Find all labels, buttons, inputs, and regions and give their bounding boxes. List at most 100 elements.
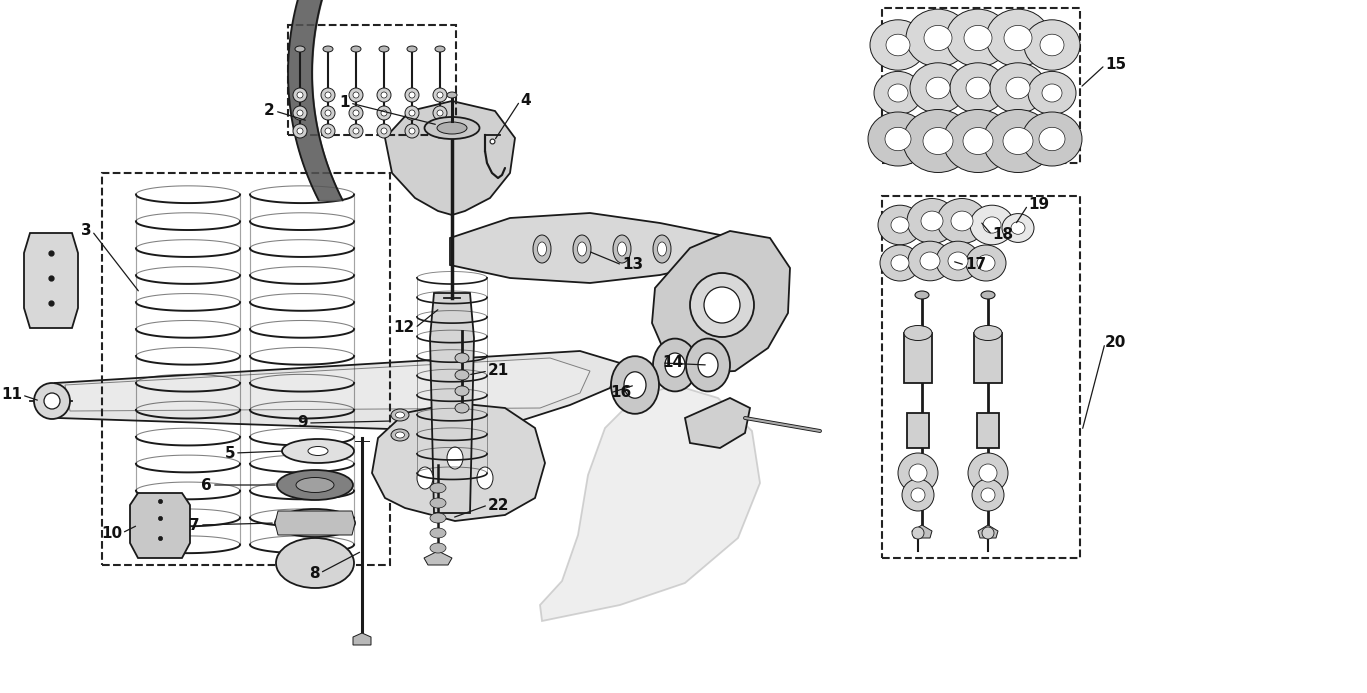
Ellipse shape	[533, 235, 551, 263]
Polygon shape	[424, 551, 452, 565]
Ellipse shape	[1028, 71, 1076, 114]
Text: 18: 18	[992, 227, 1013, 243]
Circle shape	[381, 92, 387, 98]
Ellipse shape	[477, 467, 493, 489]
Text: 9: 9	[298, 416, 308, 430]
Ellipse shape	[889, 84, 908, 102]
Ellipse shape	[982, 291, 995, 299]
Ellipse shape	[891, 255, 909, 271]
Circle shape	[381, 128, 387, 134]
Circle shape	[433, 88, 447, 102]
Ellipse shape	[395, 432, 405, 438]
Ellipse shape	[431, 543, 446, 553]
Circle shape	[982, 488, 995, 502]
Text: 20: 20	[1105, 335, 1126, 351]
Ellipse shape	[936, 241, 980, 281]
Bar	[288, 25, 457, 135]
Ellipse shape	[44, 393, 60, 409]
Ellipse shape	[906, 9, 971, 67]
Ellipse shape	[323, 46, 334, 52]
Polygon shape	[912, 525, 932, 538]
Circle shape	[405, 124, 420, 138]
Ellipse shape	[910, 63, 966, 113]
Circle shape	[968, 453, 1007, 493]
Ellipse shape	[925, 77, 950, 99]
Ellipse shape	[880, 245, 920, 281]
Ellipse shape	[435, 46, 446, 52]
Bar	[882, 8, 1080, 163]
Ellipse shape	[1002, 213, 1033, 243]
Ellipse shape	[975, 326, 1002, 340]
Text: 4: 4	[519, 94, 530, 109]
Ellipse shape	[1024, 20, 1080, 70]
Circle shape	[433, 106, 447, 120]
Ellipse shape	[951, 211, 973, 231]
Text: 2: 2	[264, 103, 275, 119]
Ellipse shape	[946, 9, 1010, 67]
Circle shape	[690, 273, 755, 337]
Circle shape	[409, 110, 416, 116]
Text: 16: 16	[610, 385, 632, 401]
Ellipse shape	[417, 467, 433, 489]
Ellipse shape	[947, 252, 968, 270]
Circle shape	[409, 92, 416, 98]
Circle shape	[898, 453, 938, 493]
Circle shape	[353, 110, 360, 116]
Text: 13: 13	[622, 258, 642, 272]
Circle shape	[321, 124, 335, 138]
Ellipse shape	[869, 20, 925, 70]
Ellipse shape	[295, 46, 305, 52]
Circle shape	[377, 106, 391, 120]
Circle shape	[972, 479, 1003, 511]
Text: 21: 21	[488, 364, 510, 378]
Circle shape	[405, 106, 420, 120]
Text: 22: 22	[488, 498, 510, 513]
Ellipse shape	[431, 513, 446, 523]
Ellipse shape	[658, 242, 667, 256]
Ellipse shape	[1042, 84, 1062, 102]
Circle shape	[437, 92, 443, 98]
Ellipse shape	[653, 339, 697, 392]
Polygon shape	[652, 231, 790, 373]
Circle shape	[433, 124, 447, 138]
Ellipse shape	[920, 252, 940, 270]
Bar	[977, 414, 999, 448]
Text: 1: 1	[339, 96, 350, 110]
Ellipse shape	[1006, 77, 1029, 99]
Circle shape	[982, 527, 994, 539]
Bar	[975, 333, 1002, 383]
Ellipse shape	[395, 412, 405, 418]
Ellipse shape	[904, 109, 973, 173]
Circle shape	[377, 124, 391, 138]
Text: 15: 15	[1105, 58, 1126, 73]
Text: 8: 8	[309, 565, 320, 581]
Polygon shape	[685, 398, 750, 448]
Circle shape	[297, 128, 303, 134]
Ellipse shape	[699, 353, 718, 377]
Ellipse shape	[1039, 128, 1065, 150]
Ellipse shape	[653, 235, 671, 263]
Ellipse shape	[455, 403, 469, 413]
Ellipse shape	[618, 242, 626, 256]
Circle shape	[353, 92, 360, 98]
Ellipse shape	[577, 242, 586, 256]
Polygon shape	[353, 633, 370, 645]
Ellipse shape	[1023, 112, 1083, 166]
Text: 5: 5	[224, 446, 235, 461]
Circle shape	[293, 106, 308, 120]
Circle shape	[325, 92, 331, 98]
Text: 11: 11	[1, 387, 22, 403]
Ellipse shape	[686, 339, 730, 392]
Text: 7: 7	[190, 518, 200, 532]
Ellipse shape	[964, 26, 992, 51]
Ellipse shape	[908, 241, 951, 281]
Polygon shape	[385, 101, 515, 215]
Circle shape	[979, 464, 997, 482]
Circle shape	[293, 124, 308, 138]
Ellipse shape	[447, 92, 457, 98]
Text: 17: 17	[965, 258, 986, 272]
Polygon shape	[450, 213, 725, 283]
Ellipse shape	[874, 71, 921, 114]
Ellipse shape	[623, 372, 647, 398]
Circle shape	[321, 106, 335, 120]
